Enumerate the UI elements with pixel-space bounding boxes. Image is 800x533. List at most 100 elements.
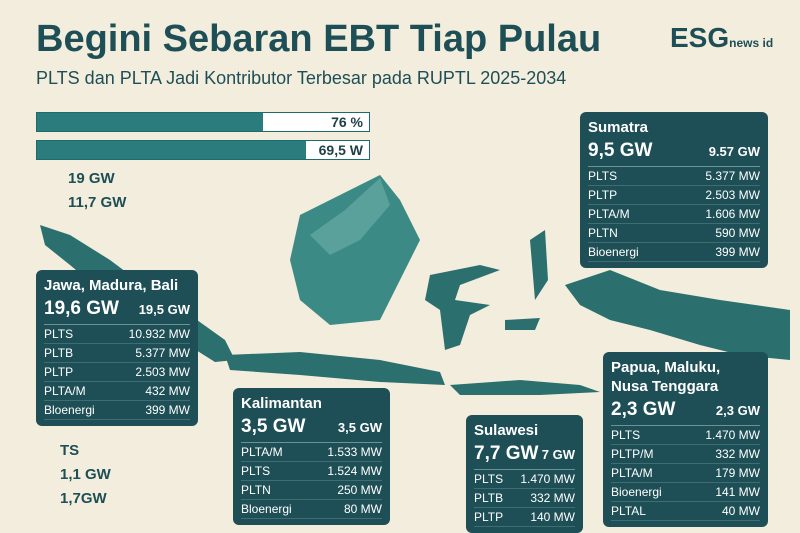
region-name: Jawa, Madura, Bali xyxy=(44,277,179,294)
region-name: Sulawesi xyxy=(474,422,539,439)
capacity-row: PLTS 10.932 MW xyxy=(44,325,190,344)
total-main: 2,3 GW xyxy=(611,399,676,420)
legend-item: 1,1 GW xyxy=(60,466,111,483)
logo: ESGnews id xyxy=(670,22,773,54)
plant-capacity: 1.606 MW xyxy=(705,207,760,221)
capacity-row: PLTB 332 MW xyxy=(474,489,575,508)
legend-item: TS xyxy=(60,442,80,459)
kalimantan-north xyxy=(310,178,390,255)
bar-fill xyxy=(37,141,306,159)
maluku xyxy=(505,230,548,330)
plant-type: PLTN xyxy=(241,483,271,497)
kalimantan xyxy=(290,175,420,325)
bar-label: 69,5 W xyxy=(318,142,363,158)
total-main: 9,5 GW xyxy=(588,140,653,161)
subtitle: PLTS dan PLTA Jadi Kontributor Terbesar … xyxy=(36,68,567,88)
region-box: Sumatra 9,5 GW 9.57 GW PLTS 5.377 MW PLTP 2.50… xyxy=(580,112,768,268)
bar-label: 76 % xyxy=(331,114,363,130)
capacity-row: Bloenergi 399 MW xyxy=(44,401,190,420)
region-total: 9,5 GW 9.57 GW xyxy=(588,137,760,167)
java xyxy=(225,352,445,385)
plant-capacity: 5.377 MW xyxy=(135,346,190,360)
capacity-row: PLTA/M 1.533 MW xyxy=(241,443,382,462)
capacity-row: PLTP 140 MW xyxy=(474,508,575,527)
capacity-row: Bloenergi 80 MW xyxy=(241,500,382,519)
plant-capacity: 250 MW xyxy=(337,483,382,497)
total-main: 3,5 GW xyxy=(241,416,306,437)
capacity-row: PLTP 2.503 MW xyxy=(44,363,190,382)
region-name: Kalimantan xyxy=(241,395,322,412)
region-total: 19,6 GW 19,5 GW xyxy=(44,295,190,325)
plant-type: Bioenergi xyxy=(611,485,662,499)
bar-fill xyxy=(37,113,263,131)
region-box: Sulawesi 7,7 GW 7 GW PLTS 1.470 MW PLTB 332 MW… xyxy=(466,415,583,533)
papua xyxy=(565,270,790,360)
progress-bar: 76 % xyxy=(36,112,370,132)
total-alt: 3,5 GW xyxy=(337,420,382,435)
plant-type: PLTB xyxy=(44,346,74,360)
region-name: Papua, Maluku, Nusa Tenggara xyxy=(611,359,721,395)
plant-type: PLTP xyxy=(588,188,618,202)
capacity-row: PLTAL 40 MW xyxy=(611,502,760,521)
capacity-row: PLTA/M 432 MW xyxy=(44,382,190,401)
capacity-row: PLTS 1.524 MW xyxy=(241,462,382,481)
capacity-row: PLTS 5.377 MW xyxy=(588,167,760,186)
capacity-row: PLTP 2.503 MW xyxy=(588,186,760,205)
plant-type: PLTS xyxy=(588,169,618,183)
plant-type: PLTN xyxy=(588,226,618,240)
plant-capacity: 399 MW xyxy=(715,245,760,259)
plant-type: PLTP/M xyxy=(611,447,654,461)
capacity-row: PLTS 1.470 MW xyxy=(611,426,760,445)
region-name: Sumatra xyxy=(588,119,649,136)
capacity-row: PLTA/M 179 MW xyxy=(611,464,760,483)
region-total: 2,3 GW 2,3 GW xyxy=(611,396,760,426)
total-alt: 2,3 GW xyxy=(715,403,760,418)
plant-type: PLTS xyxy=(474,472,504,486)
sulawesi xyxy=(425,265,500,350)
plant-type: PLTS xyxy=(241,464,271,478)
legend-item: 11,7 GW xyxy=(68,194,127,211)
nusa-tenggara xyxy=(450,380,600,395)
plant-capacity: 80 MW xyxy=(343,502,382,516)
plant-type: PLTP xyxy=(44,365,74,379)
logo-sub: news id xyxy=(729,36,774,50)
region-box: Jawa, Madura, Bali 19,6 GW 19,5 GW PLTS 10.9… xyxy=(36,270,198,426)
plant-capacity: 1.470 MW xyxy=(705,428,760,442)
plant-type: PLTA/M xyxy=(241,445,283,459)
region-total: 3,5 GW 3,5 GW xyxy=(241,413,382,443)
capacity-row: Bioenergi 141 MW xyxy=(611,483,760,502)
total-main: 19,6 GW xyxy=(44,298,119,319)
plant-capacity: 432 MW xyxy=(145,384,190,398)
total-alt: 19,5 GW xyxy=(138,302,190,317)
legend-item: 1,7GW xyxy=(60,490,107,507)
title: Begini Sebaran EBT Tiap Pulau xyxy=(36,18,602,60)
total-alt: 7 GW xyxy=(541,447,575,462)
plant-capacity: 10.932 MW xyxy=(128,327,190,341)
plant-type: PLTS xyxy=(44,327,74,341)
capacity-row: PLTN 590 MW xyxy=(588,224,760,243)
capacity-row: PLTB 5.377 MW xyxy=(44,344,190,363)
plant-capacity: 5.377 MW xyxy=(705,169,760,183)
legend-item: 19 GW xyxy=(68,170,115,187)
capacity-row: PLTS 1.470 MW xyxy=(474,470,575,489)
plant-type: PLTA/M xyxy=(611,466,653,480)
plant-capacity: 1.470 MW xyxy=(520,472,575,486)
plant-capacity: 1.533 MW xyxy=(327,445,382,459)
plant-capacity: 141 MW xyxy=(715,485,760,499)
plant-capacity: 590 MW xyxy=(715,226,760,240)
plant-capacity: 399 MW xyxy=(145,403,190,417)
region-total: 7,7 GW 7 GW xyxy=(474,440,575,470)
plant-type: PLTS xyxy=(611,428,641,442)
plant-capacity: 1.524 MW xyxy=(327,464,382,478)
plant-capacity: 2.503 MW xyxy=(705,188,760,202)
plant-type: Bioenergi xyxy=(588,245,639,259)
region-box: Kalimantan 3,5 GW 3,5 GW PLTA/M 1.533 MW PLTS… xyxy=(233,388,390,525)
plant-capacity: 332 MW xyxy=(530,491,575,505)
plant-capacity: 140 MW xyxy=(530,510,575,524)
plant-type: PLTA/M xyxy=(44,384,86,398)
total-alt: 9.57 GW xyxy=(708,144,760,159)
plant-type: PLTB xyxy=(474,491,504,505)
plant-capacity: 40 MW xyxy=(721,504,760,518)
plant-type: PLTAL xyxy=(611,504,646,518)
